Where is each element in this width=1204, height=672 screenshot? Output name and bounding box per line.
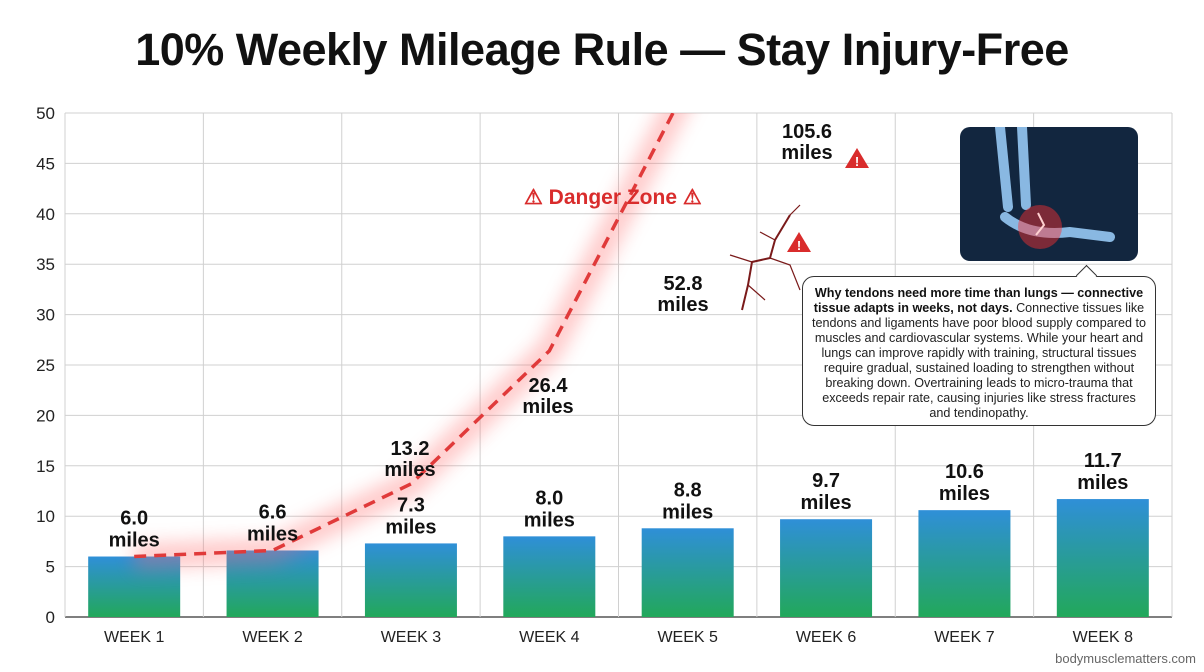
bar-unit-label: miles (800, 492, 851, 514)
bar-value-label: 8.8 (674, 479, 702, 501)
bar (780, 519, 873, 617)
bar-unit-label: miles (1077, 472, 1128, 494)
x-tick-label: WEEK 4 (519, 629, 580, 646)
svg-text:!: ! (855, 154, 859, 169)
bar-value-label: 6.0 (120, 508, 148, 530)
line-unit-label: miles (781, 142, 832, 164)
line-unit-label: miles (384, 459, 435, 481)
bar-unit-label: miles (247, 523, 298, 545)
bar-unit-label: miles (109, 530, 160, 552)
bar-unit-label: miles (662, 501, 713, 523)
y-tick-label: 5 (46, 558, 55, 577)
line-unit-label: miles (657, 294, 708, 316)
line-value-label: 13.2 (391, 438, 430, 460)
y-tick-label: 15 (36, 457, 55, 476)
bar-value-label: 7.3 (397, 494, 425, 516)
y-tick-label: 45 (36, 154, 55, 173)
danger-zone-label: ⚠ Danger Zone ⚠ (524, 186, 702, 209)
bar-value-label: 11.7 (1084, 450, 1122, 472)
crack-icon (729, 204, 801, 311)
line-unit-label: miles (522, 396, 573, 418)
bar (918, 510, 1011, 617)
bar (641, 528, 734, 617)
bar-value-label: 9.7 (812, 470, 840, 492)
bar-value-label: 8.0 (535, 487, 563, 509)
line-value-label: 52.8 (664, 273, 703, 295)
bar-value-label: 6.6 (259, 501, 287, 523)
y-tick-label: 0 (46, 608, 55, 627)
x-tick-label: WEEK 2 (242, 629, 303, 646)
callout-heading: Why tendons need more time than lungs — … (813, 286, 1144, 315)
bar (1056, 499, 1149, 617)
line-value-label: 105.6 (782, 121, 832, 143)
bar-unit-label: miles (939, 483, 990, 505)
danger-zone-text: Danger Zone (548, 186, 678, 209)
line-value-label: 26.4 (529, 375, 569, 397)
y-tick-label: 40 (36, 205, 55, 224)
y-tick-label: 50 (36, 104, 55, 123)
bar (503, 536, 596, 617)
foot-xray-illustration (960, 127, 1138, 261)
bar (364, 543, 457, 617)
x-tick-label: WEEK 3 (381, 629, 442, 646)
bar-value-label: 10.6 (945, 461, 984, 483)
x-tick-label: WEEK 6 (796, 629, 857, 646)
callout-body: Connective tissues like tendons and liga… (812, 301, 1146, 420)
x-tick-label: WEEK 8 (1073, 629, 1134, 646)
y-tick-label: 25 (36, 356, 55, 375)
x-tick-label: WEEK 5 (657, 629, 718, 646)
x-tick-label: WEEK 1 (104, 629, 165, 646)
y-tick-label: 30 (36, 306, 55, 325)
chart-title: 10% Weekly Mileage Rule — Stay Injury-Fr… (135, 24, 1069, 75)
x-tick-label: WEEK 7 (934, 629, 995, 646)
bar-unit-label: miles (385, 516, 436, 538)
dashed-growth-line (134, 113, 675, 559)
bar-unit-label: miles (524, 509, 575, 531)
y-tick-label: 20 (36, 406, 55, 425)
svg-text:!: ! (797, 238, 801, 253)
y-tick-label: 10 (36, 507, 55, 526)
y-tick-label: 35 (36, 255, 55, 274)
watermark: bodymusclematters.com (1055, 651, 1196, 666)
warning-icon: ! ! (787, 148, 869, 253)
info-callout: Why tendons need more time than lungs — … (802, 276, 1156, 426)
